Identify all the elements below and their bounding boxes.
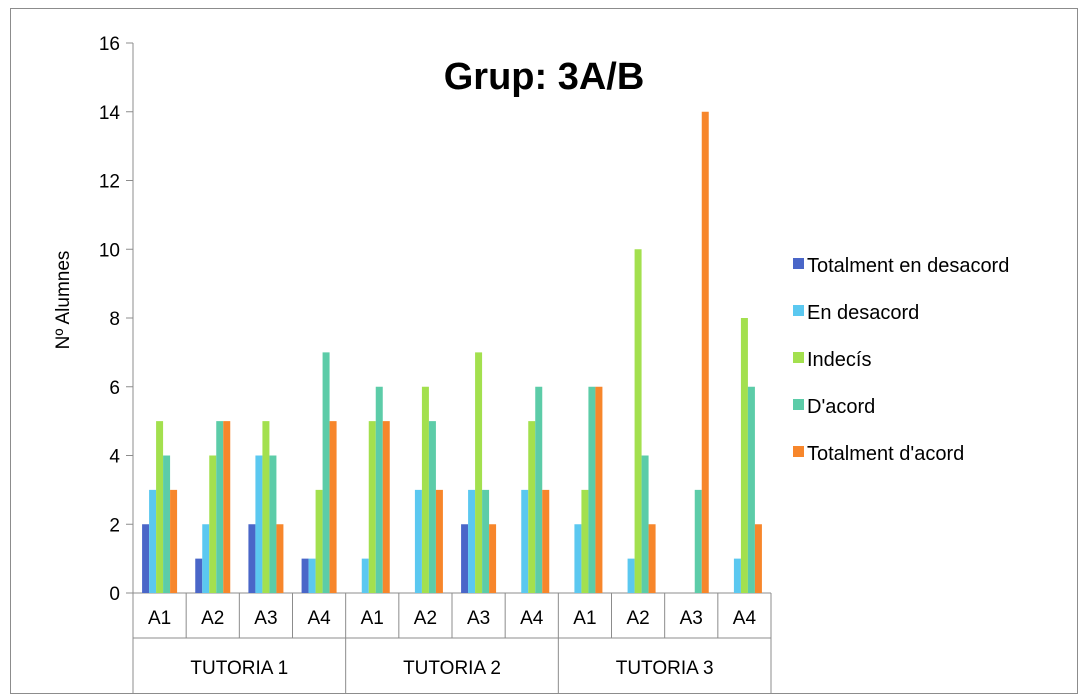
- bar: [202, 524, 210, 593]
- legend-swatch: [793, 258, 804, 269]
- bar: [581, 489, 589, 593]
- bar: [475, 352, 483, 593]
- legend: Totalment en desacord En desacord Indecís D…: [793, 255, 1009, 465]
- category-label: A3: [680, 608, 703, 629]
- bar: [308, 558, 316, 593]
- group-label: TUTORIA 2: [403, 658, 501, 679]
- bar: [375, 386, 383, 593]
- bar: [648, 524, 656, 593]
- chart-title: Grup: 3A/B: [444, 56, 645, 98]
- category-label: A4: [733, 608, 757, 629]
- bar: [754, 524, 762, 593]
- bar: [209, 455, 217, 593]
- bar: [468, 489, 476, 593]
- bar: [322, 352, 330, 593]
- bar: [368, 421, 376, 593]
- y-tick-label: 14: [99, 103, 121, 124]
- bar: [521, 489, 529, 593]
- bar: [574, 524, 582, 593]
- y-axis-title: Nº Alumnes: [53, 251, 74, 350]
- bar: [421, 386, 429, 593]
- bar: [216, 421, 224, 593]
- bar: [634, 249, 642, 593]
- bar: [163, 455, 171, 593]
- bar: [461, 524, 469, 593]
- bar: [329, 421, 337, 593]
- category-label: A1: [148, 608, 171, 629]
- category-label: A1: [361, 608, 384, 629]
- bar: [223, 421, 231, 593]
- bar: [156, 421, 164, 593]
- legend-label: En desacord: [807, 302, 919, 324]
- bar: [535, 386, 543, 593]
- bar: [149, 489, 157, 593]
- legend-swatch: [793, 352, 804, 363]
- legend-label: Indecís: [807, 349, 871, 371]
- bar: [382, 421, 390, 593]
- bar: [301, 558, 309, 593]
- y-tick-label: 6: [109, 378, 120, 399]
- category-label: A4: [520, 608, 544, 629]
- bar: [747, 386, 755, 593]
- bar: [255, 455, 263, 593]
- bar: [489, 524, 497, 593]
- category-label: A3: [254, 608, 277, 629]
- bar: [248, 524, 256, 593]
- bar: [733, 558, 741, 593]
- bar: [269, 455, 277, 593]
- bar: [740, 318, 748, 593]
- y-tick-label: 16: [99, 34, 120, 55]
- category-label: A2: [626, 608, 649, 629]
- bar: [315, 489, 323, 593]
- bar: [262, 421, 270, 593]
- legend-label: D'acord: [807, 396, 875, 418]
- legend-swatch: [793, 399, 804, 410]
- legend-label: Totalment en desacord: [807, 255, 1009, 277]
- bar: [435, 489, 443, 593]
- y-tick-label: 2: [109, 515, 120, 536]
- group-label: TUTORIA 3: [616, 658, 714, 679]
- y-tick-label: 12: [99, 172, 120, 193]
- category-label: A4: [307, 608, 331, 629]
- bar: [641, 455, 649, 593]
- bar: [701, 111, 709, 593]
- bar: [595, 386, 603, 593]
- bar: [414, 489, 422, 593]
- bar: [694, 489, 702, 593]
- bar: [588, 386, 596, 593]
- bar: [142, 524, 150, 593]
- y-tick-label: 0: [109, 584, 120, 605]
- group-label: TUTORIA 1: [190, 658, 288, 679]
- bar: [627, 558, 635, 593]
- bar: [170, 489, 178, 593]
- legend-swatch: [793, 305, 804, 316]
- bar: [428, 421, 436, 593]
- legend-swatch: [793, 446, 804, 457]
- category-label: A2: [201, 608, 224, 629]
- bar: [482, 489, 490, 593]
- y-tick-label: 8: [109, 309, 120, 330]
- legend-label: Totalment d'acord: [807, 443, 964, 465]
- category-label: A2: [414, 608, 437, 629]
- bar: [542, 489, 550, 593]
- bar: [528, 421, 536, 593]
- chart-frame: Grup: 3A/B Nº Alumnes 0 2 4 6 8 10 12 14 16 A1 A2 A…: [10, 8, 1078, 694]
- y-tick-label: 10: [99, 240, 120, 261]
- bar: [276, 524, 284, 593]
- bar: [361, 558, 369, 593]
- bar: [195, 558, 203, 593]
- y-tick-label: 4: [109, 447, 120, 468]
- category-label: A1: [573, 608, 596, 629]
- plot-area: 0 2 4 6 8 10 12 14 16 A1 A2 A3 A4 A1 A2 A3 A4 A1 A2 A3 A4 TUT…: [99, 34, 772, 693]
- bar-chart: Grup: 3A/B Nº Alumnes 0 2 4 6 8 10 12 14 16 A1 A2 A…: [53, 34, 1009, 693]
- category-label: A3: [467, 608, 490, 629]
